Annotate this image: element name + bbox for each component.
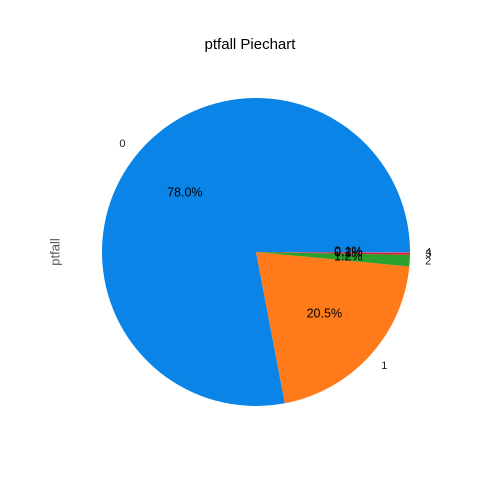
slice-label-0: 0 <box>119 138 125 150</box>
slice-percent-0: 78.0% <box>167 185 202 199</box>
slice-label-4: 4 <box>425 246 431 258</box>
y-axis-label: ptfall <box>47 238 62 266</box>
slice-percent-1: 20.5% <box>307 306 342 320</box>
slice-label-1: 1 <box>381 360 387 372</box>
slice-percent-4: 0.1% <box>334 245 363 259</box>
